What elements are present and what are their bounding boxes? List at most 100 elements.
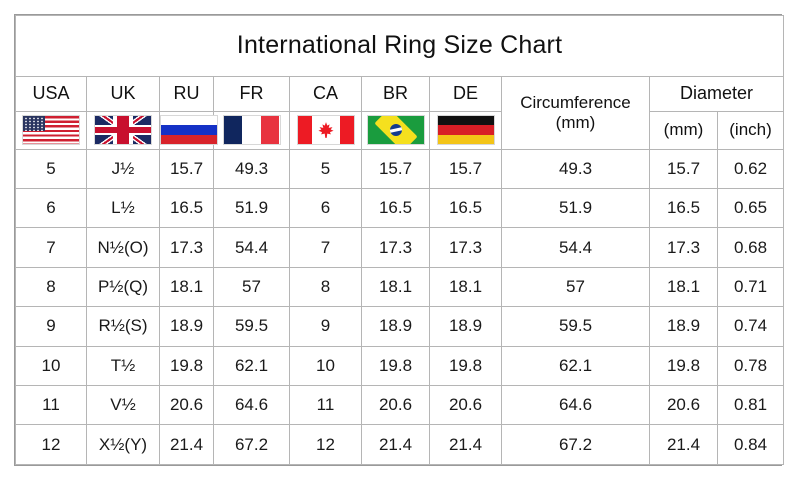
fr-flag-icon xyxy=(222,115,281,146)
column-header-diameter-mm: (mm) xyxy=(649,110,718,150)
table-row: 12 X½(Y) 21.4 67.2 12 21.4 21.4 67.2 21.… xyxy=(15,424,785,465)
cell-de: 15.7 xyxy=(429,148,502,189)
ring-size-table: International Ring Size Chart USA UK RU … xyxy=(14,15,785,465)
cell-diameter-inch: 0.62 xyxy=(716,148,785,189)
table-row: 11 V½ 20.6 64.6 11 20.6 20.6 64.6 20.6 0… xyxy=(15,385,785,426)
column-header-diameter-inch: (inch) xyxy=(716,110,785,150)
table-row: 7 N½(O) 17.3 54.4 7 17.3 17.3 54.4 17.3 … xyxy=(15,227,785,268)
cell-circumference-mm: 54.4 xyxy=(501,227,650,268)
flag-cell-ru xyxy=(159,110,218,150)
cell-uk: P½(Q) xyxy=(86,266,160,308)
cell-ru: 15.7 xyxy=(159,148,214,189)
ring-size-chart-sheet: International Ring Size Chart USA UK RU … xyxy=(14,14,785,466)
cell-de: 17.3 xyxy=(429,227,502,268)
cell-fr: 59.5 xyxy=(213,306,290,347)
column-header-diameter: Diameter xyxy=(648,75,785,112)
cell-usa: 6 xyxy=(15,187,87,229)
cell-de: 21.4 xyxy=(429,424,502,465)
cell-circumference-mm: 59.5 xyxy=(501,306,650,347)
cell-usa: 10 xyxy=(15,345,87,387)
cell-br: 16.5 xyxy=(361,187,430,229)
column-header-circumference: Circumference (mm) xyxy=(501,75,650,150)
cell-br: 18.1 xyxy=(361,266,430,308)
cell-ca: 10 xyxy=(289,345,362,387)
cell-fr: 62.1 xyxy=(213,345,290,387)
de-flag-icon xyxy=(436,115,495,146)
cell-diameter-mm: 16.5 xyxy=(649,187,718,229)
circumference-label-line1: Circumference xyxy=(520,92,631,112)
table-row: 10 T½ 19.8 62.1 10 19.8 19.8 62.1 19.8 0… xyxy=(15,345,785,387)
flag-header-row: (mm) (inch) xyxy=(15,110,785,150)
table-row: 9 R½(S) 18.9 59.5 9 18.9 18.9 59.5 18.9 … xyxy=(15,306,785,347)
cell-uk: J½ xyxy=(86,148,160,189)
flag-cell-fr xyxy=(213,110,290,150)
cell-ca: 12 xyxy=(289,424,362,465)
flag-cell-uk xyxy=(86,110,160,150)
cell-diameter-mm: 21.4 xyxy=(649,424,718,465)
cell-circumference-mm: 57 xyxy=(501,266,650,308)
cell-diameter-inch: 0.74 xyxy=(716,306,785,347)
flag-cell-de xyxy=(429,110,502,150)
cell-uk: R½(S) xyxy=(86,306,160,347)
cell-circumference-mm: 49.3 xyxy=(501,148,650,189)
cell-circumference-mm: 64.6 xyxy=(501,385,650,426)
cell-de: 16.5 xyxy=(429,187,502,229)
cell-br: 15.7 xyxy=(361,148,430,189)
cell-de: 20.6 xyxy=(429,385,502,426)
cell-br: 17.3 xyxy=(361,227,430,268)
cell-ru: 19.8 xyxy=(159,345,214,387)
cell-ru: 21.4 xyxy=(159,424,214,465)
cell-ru: 17.3 xyxy=(159,227,214,268)
cell-diameter-mm: 19.8 xyxy=(649,345,718,387)
cell-diameter-inch: 0.84 xyxy=(716,424,785,465)
cell-diameter-inch: 0.81 xyxy=(716,385,785,426)
cell-diameter-mm: 17.3 xyxy=(649,227,718,268)
uk-flag-icon xyxy=(94,115,152,146)
cell-br: 21.4 xyxy=(361,424,430,465)
cell-diameter-inch: 0.65 xyxy=(716,187,785,229)
cell-uk: N½(O) xyxy=(86,227,160,268)
cell-fr: 51.9 xyxy=(213,187,290,229)
cell-diameter-inch: 0.71 xyxy=(716,266,785,308)
cell-diameter-mm: 18.1 xyxy=(649,266,718,308)
cell-br: 19.8 xyxy=(361,345,430,387)
cell-ru: 16.5 xyxy=(159,187,214,229)
table-row: 8 P½(Q) 18.1 57 8 18.1 18.1 57 18.1 0.71 xyxy=(15,266,785,308)
column-header-br: BR xyxy=(361,75,430,112)
cell-diameter-inch: 0.68 xyxy=(716,227,785,268)
page-title: International Ring Size Chart xyxy=(14,15,785,77)
country-code-header-row: USA UK RU FR CA BR DE Circumference (mm)… xyxy=(15,75,785,150)
cell-usa: 9 xyxy=(15,306,87,347)
cell-ru: 20.6 xyxy=(159,385,214,426)
cell-ru: 18.1 xyxy=(159,266,214,308)
cell-usa: 11 xyxy=(15,385,87,426)
cell-ca: 7 xyxy=(289,227,362,268)
cell-uk: V½ xyxy=(86,385,160,426)
circumference-label-line2: (mm) xyxy=(555,112,596,132)
title-row: International Ring Size Chart xyxy=(14,15,785,77)
cell-ca: 5 xyxy=(289,148,362,189)
cell-circumference-mm: 67.2 xyxy=(501,424,650,465)
flag-cell-br xyxy=(361,110,430,150)
cell-diameter-mm: 15.7 xyxy=(649,148,718,189)
cell-ca: 11 xyxy=(289,385,362,426)
cell-usa: 12 xyxy=(15,424,87,465)
table-row: 5 J½ 15.7 49.3 5 15.7 15.7 49.3 15.7 0.6… xyxy=(15,148,785,189)
cell-usa: 5 xyxy=(15,148,87,189)
column-header-ca: CA xyxy=(289,75,362,112)
cell-br: 18.9 xyxy=(361,306,430,347)
ca-flag-icon xyxy=(296,115,355,146)
cell-br: 20.6 xyxy=(361,385,430,426)
cell-ca: 9 xyxy=(289,306,362,347)
cell-uk: L½ xyxy=(86,187,160,229)
cell-usa: 8 xyxy=(15,266,87,308)
cell-diameter-inch: 0.78 xyxy=(716,345,785,387)
cell-ca: 6 xyxy=(289,187,362,229)
br-flag-icon xyxy=(366,115,425,146)
cell-uk: T½ xyxy=(86,345,160,387)
cell-fr: 54.4 xyxy=(213,227,290,268)
column-header-usa: USA xyxy=(15,75,87,112)
column-header-fr: FR xyxy=(213,75,290,112)
column-header-uk: UK xyxy=(86,75,160,112)
cell-circumference-mm: 62.1 xyxy=(501,345,650,387)
